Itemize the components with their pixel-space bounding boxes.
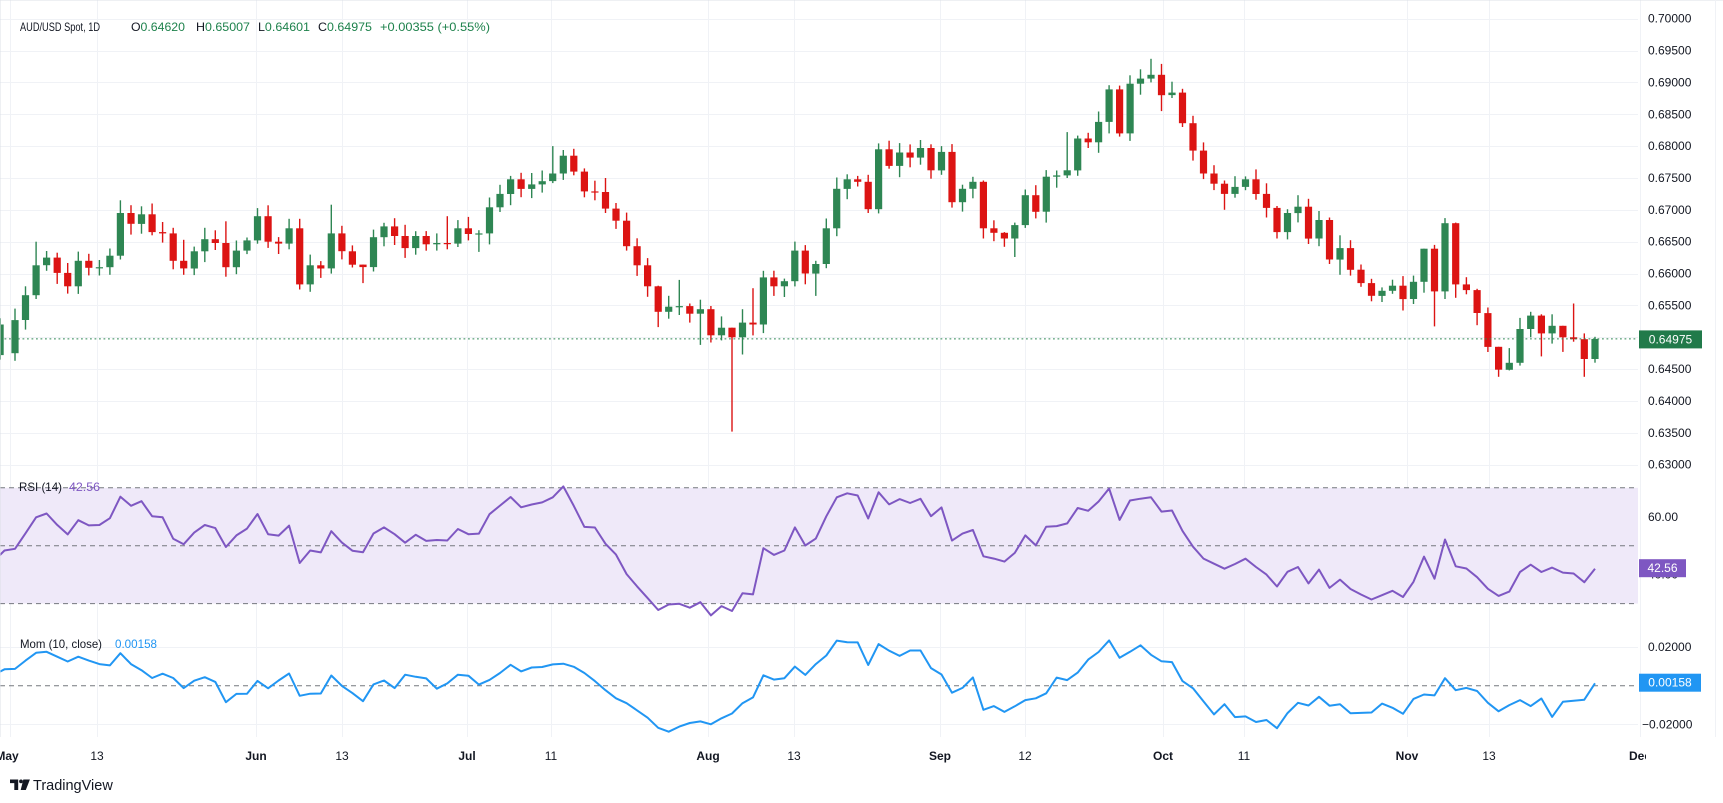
svg-text:0.68500: 0.68500 — [1648, 107, 1692, 121]
svg-text:0.00158: 0.00158 — [1648, 676, 1692, 690]
svg-text:O0.64620: O0.64620 — [131, 20, 185, 34]
svg-text:0.66500: 0.66500 — [1648, 235, 1692, 249]
svg-text:0.02000: 0.02000 — [1648, 640, 1692, 654]
svg-text:13: 13 — [787, 749, 801, 763]
svg-text:0.64975: 0.64975 — [1649, 332, 1693, 346]
svg-text:0.67000: 0.67000 — [1648, 203, 1692, 217]
svg-text:0.64000: 0.64000 — [1648, 394, 1692, 408]
svg-text:RSI (14): RSI (14) — [19, 480, 62, 494]
svg-text:H0.65007: H0.65007 — [196, 20, 250, 34]
svg-text:AUD/USD Spot, 1D: AUD/USD Spot, 1D — [20, 20, 100, 34]
svg-text:Oct: Oct — [1153, 749, 1173, 763]
svg-text:L0.64601: L0.64601 — [258, 20, 310, 34]
svg-text:+0.00355 (+0.55%): +0.00355 (+0.55%) — [380, 20, 490, 34]
svg-text:0.67500: 0.67500 — [1648, 171, 1692, 185]
svg-text:Aug: Aug — [696, 749, 719, 763]
svg-text:13: 13 — [90, 749, 104, 763]
svg-text:42.56: 42.56 — [69, 480, 100, 494]
svg-text:0.64500: 0.64500 — [1648, 362, 1692, 376]
svg-text:0.63500: 0.63500 — [1648, 426, 1692, 440]
svg-text:Dec: Dec — [1629, 749, 1651, 763]
svg-text:60.00: 60.00 — [1648, 510, 1678, 524]
svg-text:0.69000: 0.69000 — [1648, 75, 1692, 89]
svg-text:0.00158: 0.00158 — [115, 637, 157, 651]
svg-text:13: 13 — [335, 749, 349, 763]
svg-text:0.68000: 0.68000 — [1648, 139, 1692, 153]
svg-text:42.56: 42.56 — [1647, 561, 1677, 575]
svg-text:0.70000: 0.70000 — [1648, 12, 1692, 26]
svg-text:C0.64975: C0.64975 — [318, 20, 372, 34]
svg-text:−0.02000: −0.02000 — [1642, 718, 1693, 732]
svg-text:Nov: Nov — [1396, 749, 1419, 763]
svg-text:Sep: Sep — [929, 749, 951, 763]
svg-text:11: 11 — [1238, 749, 1251, 763]
svg-text:0.63000: 0.63000 — [1648, 458, 1692, 472]
svg-text:Jul: Jul — [458, 749, 475, 763]
svg-text:TradingView: TradingView — [33, 778, 113, 794]
svg-text:12: 12 — [1018, 749, 1032, 763]
svg-text:0.66000: 0.66000 — [1648, 267, 1692, 281]
svg-text:0.69500: 0.69500 — [1648, 44, 1692, 58]
svg-text:Mom (10, close): Mom (10, close) — [20, 637, 102, 651]
svg-text:0.65500: 0.65500 — [1648, 298, 1692, 312]
svg-text:13: 13 — [1482, 749, 1496, 763]
svg-text:May: May — [0, 749, 19, 763]
svg-text:Jun: Jun — [245, 749, 266, 763]
svg-text:11: 11 — [545, 749, 558, 763]
